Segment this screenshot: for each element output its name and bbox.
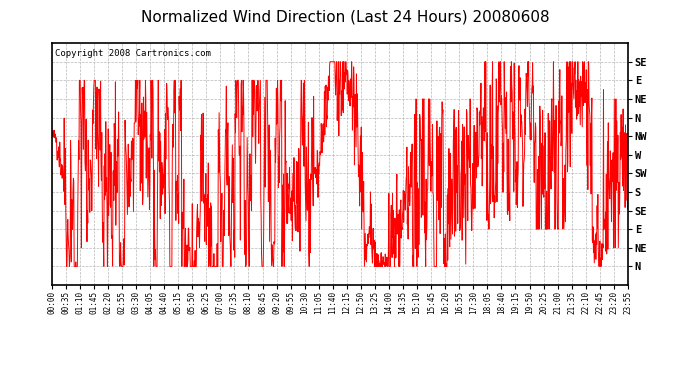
Text: Copyright 2008 Cartronics.com: Copyright 2008 Cartronics.com bbox=[55, 49, 210, 58]
Text: Normalized Wind Direction (Last 24 Hours) 20080608: Normalized Wind Direction (Last 24 Hours… bbox=[141, 9, 549, 24]
